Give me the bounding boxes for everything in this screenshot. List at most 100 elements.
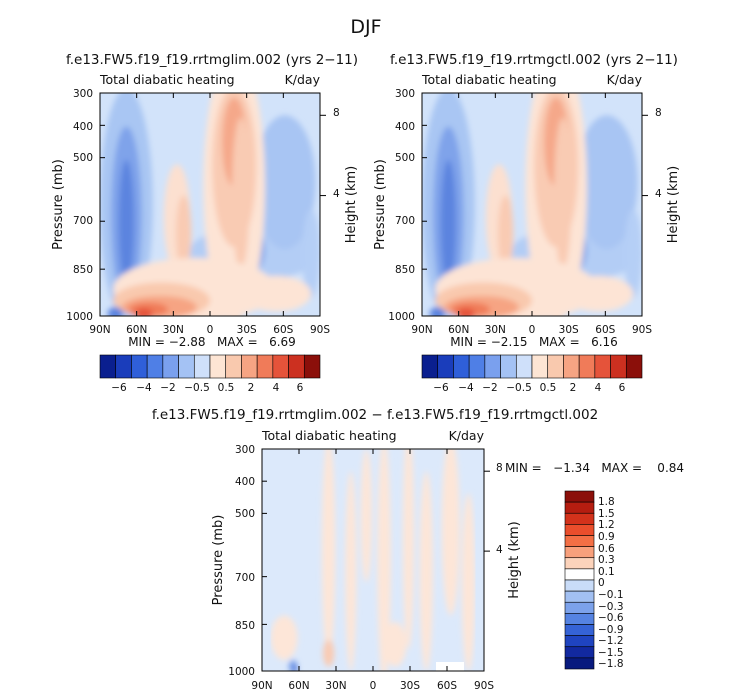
colorbar-swatch xyxy=(564,624,595,636)
colorbar xyxy=(421,354,643,379)
tick-label-y: 300 xyxy=(73,88,93,100)
contour-region xyxy=(107,307,124,316)
tick-label-x: 30N xyxy=(485,324,506,336)
colorbar-label: 0.1 xyxy=(598,566,615,578)
tick-label-x: 60N xyxy=(288,680,309,692)
panel-difference: f.e13.FW5.f19_f19.rrtmglim.002 − f.e13.F… xyxy=(152,407,684,692)
colorbar-label: 0.6 xyxy=(598,543,615,555)
colorbar-label: 0.5 xyxy=(540,382,557,394)
panel-title: f.e13.FW5.f19_f19.rrtmgctl.002 (yrs 2−11… xyxy=(390,52,678,68)
colorbar-swatch xyxy=(564,635,595,648)
contour-region xyxy=(232,117,250,270)
tick-label-x: 30S xyxy=(400,680,420,692)
panel-model-ctl: f.e13.FW5.f19_f19.rrtmgctl.002 (yrs 2−11… xyxy=(373,52,681,394)
colorbar-swatch xyxy=(209,354,227,379)
colorbar-swatch xyxy=(564,590,595,603)
min-max-stats: MIN = −1.34 MAX = 0.84 xyxy=(505,461,684,475)
tick-label-x: 0 xyxy=(370,680,377,692)
colorbar-swatch xyxy=(564,546,595,559)
field-label: Total diabatic heating xyxy=(99,72,235,87)
field-label: Total diabatic heating xyxy=(261,428,397,443)
tick-marks xyxy=(99,92,326,317)
tick-label-y: 850 xyxy=(73,264,93,276)
tick-label-x: 30S xyxy=(559,324,579,336)
tick-label-y: 850 xyxy=(395,264,415,276)
colorbar-label: −0.6 xyxy=(598,612,624,624)
colorbar-label: −1.5 xyxy=(598,647,624,659)
contour-region xyxy=(321,449,336,660)
tick-label-y: 700 xyxy=(395,215,415,227)
colorbar-swatch xyxy=(162,354,179,379)
colorbar-label: 0.3 xyxy=(598,554,615,566)
colorbar-swatch xyxy=(515,354,533,379)
contour-region xyxy=(461,493,476,671)
colorbar-swatch xyxy=(484,354,501,379)
colorbar-label: 1.2 xyxy=(598,519,615,531)
contour-region xyxy=(402,449,415,649)
colorbar-swatch xyxy=(564,613,595,625)
tick-label-y: 500 xyxy=(395,152,415,164)
colorbar-swatch xyxy=(178,354,195,379)
tick-label-x: 90N xyxy=(251,680,272,692)
tick-label-y: 1000 xyxy=(228,666,255,678)
colorbar-label: −2 xyxy=(482,382,497,394)
contour-region xyxy=(562,275,634,312)
tick-label-height: 8 xyxy=(496,462,503,474)
colorbar-swatch xyxy=(241,354,258,379)
contour-region xyxy=(576,115,638,250)
colorbar-swatch xyxy=(531,354,549,379)
colorbar-label: −0.5 xyxy=(184,382,210,394)
colorbar-label: 4 xyxy=(595,382,602,394)
colorbar-swatch xyxy=(563,354,580,379)
colorbar-label: −0.1 xyxy=(598,589,624,601)
colorbar-swatch xyxy=(564,579,595,592)
colorbar-swatch xyxy=(303,354,321,379)
tick-label-x: 90S xyxy=(632,324,652,336)
y-axis-label: Pressure (mb) xyxy=(211,515,226,606)
y-axis-right-label: Height (km) xyxy=(507,521,522,598)
colorbar-label: −6 xyxy=(433,382,449,394)
contour-region xyxy=(497,195,514,272)
colorbar-label: 1.8 xyxy=(598,496,615,508)
heatmap-plot xyxy=(421,92,643,317)
contour-region xyxy=(302,208,320,299)
colorbar xyxy=(99,354,321,379)
tick-label-x: 0 xyxy=(207,324,214,336)
tick-label-x: 60S xyxy=(437,680,457,692)
tick-label-y: 1000 xyxy=(388,311,415,323)
tick-label-x: 90N xyxy=(89,324,110,336)
contour-fills xyxy=(422,93,642,316)
tick-label-x: 60N xyxy=(126,324,147,336)
tick-label-x: 30S xyxy=(237,324,257,336)
colorbar-swatch xyxy=(625,354,643,379)
tick-label-x: 0 xyxy=(529,324,536,336)
tick-label-y: 850 xyxy=(235,620,255,632)
contour-region xyxy=(240,275,312,312)
colorbar-swatch xyxy=(131,354,148,379)
contour-region xyxy=(345,471,357,671)
units-label: K/day xyxy=(449,428,485,443)
min-max-stats: MIN = −2.88 MAX = 6.69 xyxy=(128,335,296,349)
colorbar-swatch xyxy=(256,354,274,379)
tick-label-y: 400 xyxy=(235,476,255,488)
colorbar-label: −0.5 xyxy=(506,382,532,394)
contour-region xyxy=(253,115,316,250)
colorbar-label: −4 xyxy=(458,382,474,394)
tick-label-height: 4 xyxy=(333,188,340,200)
field-label: Total diabatic heating xyxy=(421,72,557,87)
colorbar-swatch xyxy=(594,354,611,379)
tick-label-y: 400 xyxy=(73,121,93,133)
colorbar-label: −1.2 xyxy=(598,635,624,647)
contour-region xyxy=(270,615,298,660)
colorbar-swatch xyxy=(146,354,164,379)
colorbar-label: −0.3 xyxy=(598,601,624,613)
colorbar-swatch xyxy=(437,354,454,379)
contour-region xyxy=(135,308,153,316)
y-axis-label: Pressure (mb) xyxy=(373,159,388,250)
colorbar-swatch xyxy=(610,354,627,379)
contour-region xyxy=(118,159,135,285)
colorbar-swatch xyxy=(421,354,439,379)
colorbar-swatch xyxy=(193,354,211,379)
heatmap-plot xyxy=(261,448,485,672)
